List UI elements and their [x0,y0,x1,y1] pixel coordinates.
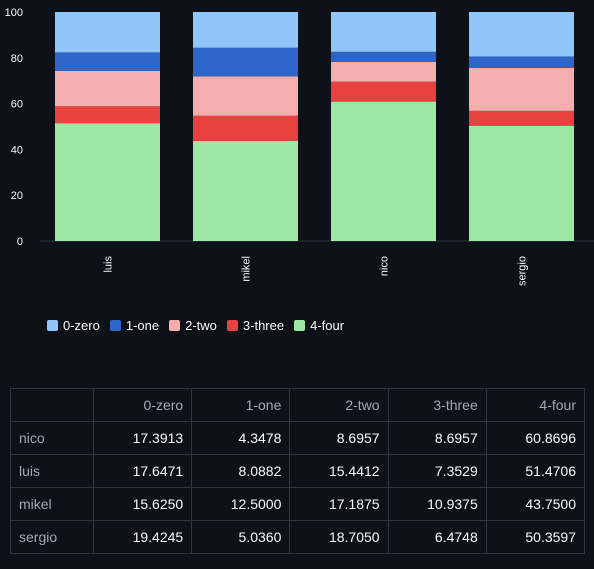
bar-segment-mikel-2-two[interactable] [193,76,298,116]
table-row: mikel 15.6250 12.5000 17.1875 10.9375 43… [10,487,586,521]
table-cell: 51.4706 [485,454,586,488]
table-row: sergio 19.4245 5.0360 18.7050 6.4748 50.… [10,520,586,554]
table-cell: 17.1875 [289,487,389,521]
x-tick-label: nico [379,256,391,276]
bar-segment-luis-0-zero[interactable] [55,12,160,53]
y-tick-label: 60 [11,99,23,111]
legend-swatch [294,320,306,331]
table-header-4-four[interactable]: 4-four [485,388,586,422]
table-cell: 19.4245 [92,520,193,554]
x-tick-label: luis [103,256,115,273]
table-cell: 60.8696 [485,421,586,455]
y-tick-label: 100 [5,7,23,19]
bar-segment-nico-3-three[interactable] [331,81,436,102]
table-header-corner [10,388,94,422]
legend-item-4-four[interactable]: 4-four [294,318,344,333]
table-row: nico 17.3913 4.3478 8.6957 8.6957 60.869… [10,421,586,455]
table-cell: 17.3913 [92,421,193,455]
table-cell: 43.7500 [485,487,586,521]
row-label-nico: nico [10,421,94,455]
legend-item-1-one[interactable]: 1-one [109,318,160,333]
row-label-luis: luis [10,454,94,488]
table-header-2-two[interactable]: 2-two [289,388,389,422]
table-row: luis 17.6471 8.0882 15.4412 7.3529 51.47… [10,454,586,488]
legend-item-3-three[interactable]: 3-three [226,318,285,333]
table-cell: 5.0360 [191,520,291,554]
legend-swatch [47,320,58,331]
legend-label: 3-three [242,318,285,333]
table-header-1-one[interactable]: 1-one [191,388,291,422]
table-cell: 10.9375 [387,487,487,521]
y-tick-label: 20 [11,190,23,202]
y-tick-label: 80 [11,53,23,65]
table-cell: 7.3529 [387,454,487,488]
bar-segment-luis-1-one[interactable] [55,52,160,71]
bar-segment-sergio-4-four[interactable] [469,125,574,241]
row-label-mikel: mikel [10,487,94,521]
legend-swatch [109,320,121,331]
table-cell: 17.6471 [92,454,193,488]
table-header-0-zero[interactable]: 0-zero [92,388,193,422]
legend-swatch [226,320,238,331]
table-cell: 12.5000 [191,487,291,521]
table-cell: 8.6957 [387,421,487,455]
legend-swatch [169,320,181,331]
row-label-sergio: sergio [10,520,94,554]
bar-segment-nico-2-two[interactable] [331,61,436,82]
bar-segment-sergio-1-one[interactable] [469,56,574,69]
table-cell: 50.3597 [485,520,586,554]
table-header-3-three[interactable]: 3-three [387,388,487,422]
bar-segment-luis-4-four[interactable] [55,123,160,241]
bar-segment-luis-3-three[interactable] [55,106,160,124]
y-tick-label: 40 [11,144,23,156]
chart-legend: 0-zero 1-one 2-two 3-three 4-four [47,318,344,333]
table-cell: 15.4412 [289,454,389,488]
y-tick-label: 0 [17,236,23,248]
table-cell: 6.4748 [387,520,487,554]
legend-item-2-two[interactable]: 2-two [169,318,217,333]
data-table: 0-zero 1-one 2-two 3-three 4-four nico 1… [10,388,586,554]
legend-label: 1-one [125,318,160,333]
table-header-row: 0-zero 1-one 2-two 3-three 4-four [10,388,586,422]
legend-label: 0-zero [63,318,100,333]
data-table-container: 0-zero 1-one 2-two 3-three 4-four nico 1… [10,388,586,554]
legend-label: 4-four [310,318,345,333]
bar-segment-luis-2-two[interactable] [55,70,160,107]
bar-segment-mikel-4-four[interactable] [193,140,298,241]
bar-segment-nico-4-four[interactable] [331,101,436,242]
bar-segment-nico-0-zero[interactable] [331,11,436,52]
x-tick-label: sergio [517,256,529,286]
table-cell: 8.6957 [289,421,389,455]
legend-label: 2-two [185,318,217,333]
bar-segment-mikel-3-three[interactable] [193,115,298,141]
stacked-bar-chart: 0 20 40 60 80 100 luis mikel nico sergio [5,7,594,286]
bar-segment-nico-1-one[interactable] [331,51,436,62]
table-cell: 4.3478 [191,421,291,455]
bar-segment-sergio-2-two[interactable] [469,68,574,111]
table-cell: 8.0882 [191,454,291,488]
table-cell: 18.7050 [289,520,389,554]
table-cell: 15.6250 [92,487,193,521]
bar-segment-sergio-0-zero[interactable] [469,12,574,57]
legend-item-0-zero[interactable]: 0-zero [47,318,100,333]
bar-segment-mikel-1-one[interactable] [193,47,298,77]
bar-segment-mikel-0-zero[interactable] [193,12,298,48]
bar-segment-sergio-3-three[interactable] [469,110,574,126]
x-tick-label: mikel [241,256,253,282]
